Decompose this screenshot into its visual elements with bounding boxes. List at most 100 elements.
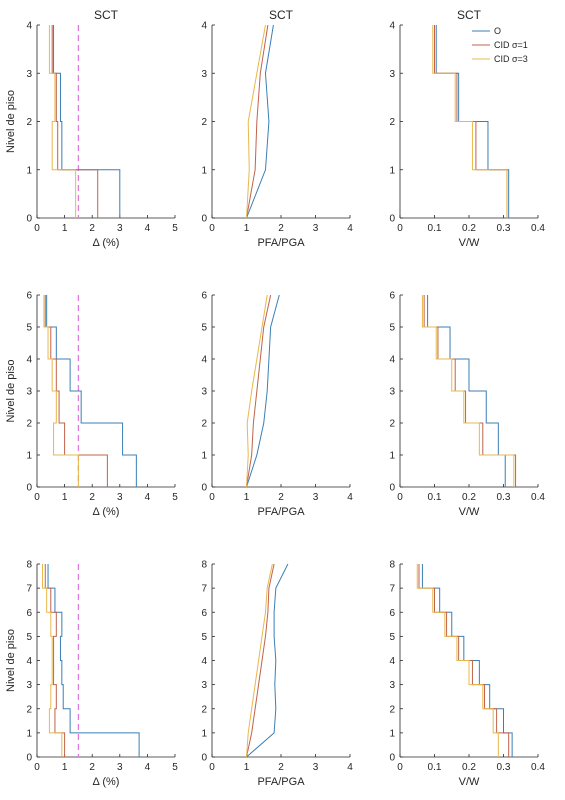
x-tick-label: 1 bbox=[62, 223, 68, 234]
series-cid-3-line bbox=[246, 24, 266, 219]
y-axis-label: Nivel de piso bbox=[5, 90, 17, 153]
y-tick-label: 1 bbox=[26, 165, 32, 176]
x-tick-label: 0 bbox=[397, 762, 403, 773]
legend-label-o: O bbox=[494, 26, 501, 36]
series-o-line bbox=[47, 564, 140, 757]
y-tick-label: 0 bbox=[201, 214, 207, 225]
y-tick-label: 4 bbox=[201, 21, 207, 32]
x-tick-label: 0 bbox=[209, 223, 215, 234]
y-tick-label: 4 bbox=[26, 21, 32, 32]
y-tick-label: 4 bbox=[201, 656, 207, 667]
y-tick-label: 0 bbox=[201, 753, 207, 764]
x-tick-label: 0.4 bbox=[531, 492, 545, 503]
x-tick-label: 5 bbox=[172, 762, 178, 773]
x-tick-label: 2 bbox=[89, 762, 95, 773]
x-axis-label: PFA/PGA bbox=[257, 237, 305, 249]
y-tick-label: 5 bbox=[26, 632, 32, 643]
x-tick-label: 0 bbox=[209, 492, 215, 503]
x-tick-label: 5 bbox=[172, 492, 178, 503]
series-o-line bbox=[246, 563, 289, 758]
y-tick-label: 1 bbox=[201, 451, 207, 462]
x-tick-label: 4 bbox=[347, 223, 353, 234]
x-tick-label: 2 bbox=[89, 492, 95, 503]
x-tick-label: 0.2 bbox=[462, 492, 476, 503]
y-tick-label: 3 bbox=[201, 680, 207, 691]
x-tick-label: 1 bbox=[62, 762, 68, 773]
x-tick-label: 0 bbox=[34, 223, 40, 234]
x-tick-label: 1 bbox=[244, 762, 250, 773]
y-tick-label: 0 bbox=[26, 483, 32, 494]
x-tick-label: 2 bbox=[89, 223, 95, 234]
x-axis-label: V/W bbox=[459, 237, 480, 249]
y-tick-label: 4 bbox=[389, 656, 395, 667]
y-tick-label: 6 bbox=[389, 291, 395, 302]
x-tick-label: 0 bbox=[34, 492, 40, 503]
subplot-r2-c0: 0 1 2 3 4 5 0 1 2 3 4 5 6 7 8 Δ (%) Nivel de piso bbox=[5, 560, 178, 789]
y-tick-label: 2 bbox=[201, 117, 207, 128]
x-tick-label: 0.3 bbox=[497, 762, 511, 773]
x-tick-label: 3 bbox=[117, 492, 123, 503]
y-tick-label: 3 bbox=[201, 387, 207, 398]
x-tick-label: 3 bbox=[117, 223, 123, 234]
x-tick-label: 4 bbox=[347, 492, 353, 503]
x-tick-label: 0 bbox=[397, 492, 403, 503]
x-axis-label: PFA/PGA bbox=[257, 776, 305, 788]
series-cid-3-line bbox=[421, 295, 515, 487]
x-tick-label: 0.1 bbox=[428, 762, 442, 773]
y-tick-label: 0 bbox=[26, 214, 32, 225]
series-o-line bbox=[246, 24, 274, 219]
y-tick-label: 6 bbox=[201, 608, 207, 619]
y-tick-label: 7 bbox=[26, 584, 32, 595]
legend-label-cid1: CID σ=1 bbox=[494, 40, 528, 50]
y-tick-label: 3 bbox=[389, 387, 395, 398]
y-tick-label: 4 bbox=[389, 355, 395, 366]
y-tick-label: 0 bbox=[26, 753, 32, 764]
y-tick-label: 4 bbox=[26, 656, 32, 667]
y-tick-label: 1 bbox=[389, 165, 395, 176]
series-cid-1-line bbox=[44, 564, 66, 757]
plot-title: SCT bbox=[94, 8, 119, 22]
y-tick-label: 0 bbox=[389, 483, 395, 494]
y-tick-label: 8 bbox=[201, 560, 207, 571]
subplot-r2-c2: 0 0.1 0.2 0.3 0.4 0 1 2 3 4 5 6 7 8 V/W bbox=[389, 560, 545, 789]
y-tick-label: 6 bbox=[26, 608, 32, 619]
subplot-r0-c0: 0 1 2 3 4 5 0 1 2 3 4 SCT Δ (%) Nivel de piso bbox=[5, 8, 178, 249]
y-tick-label: 8 bbox=[26, 560, 32, 571]
y-tick-label: 2 bbox=[201, 419, 207, 430]
series-cid-3-line bbox=[246, 294, 268, 488]
y-tick-label: 3 bbox=[389, 69, 395, 80]
x-tick-label: 3 bbox=[313, 492, 319, 503]
y-tick-label: 0 bbox=[389, 753, 395, 764]
y-tick-label: 0 bbox=[389, 214, 395, 225]
y-tick-label: 2 bbox=[389, 419, 395, 430]
series-cid-3-line bbox=[432, 25, 508, 218]
x-tick-label: 0.1 bbox=[428, 492, 442, 503]
plot-title: SCT bbox=[269, 8, 294, 22]
x-tick-label: 1 bbox=[62, 492, 68, 503]
y-tick-label: 1 bbox=[201, 728, 207, 739]
series-o-line bbox=[46, 295, 137, 487]
x-axis-label: PFA/PGA bbox=[257, 506, 305, 518]
x-tick-label: 0.2 bbox=[462, 762, 476, 773]
y-axis-label: Nivel de piso bbox=[5, 629, 17, 692]
y-tick-label: 5 bbox=[389, 632, 395, 643]
y-tick-label: 6 bbox=[389, 608, 395, 619]
x-tick-label: 4 bbox=[145, 223, 151, 234]
series-cid-1-line bbox=[246, 24, 269, 219]
y-tick-label: 2 bbox=[26, 117, 32, 128]
y-tick-label: 1 bbox=[389, 728, 395, 739]
subplot-r2-c1: 0 1 2 3 4 0 1 2 3 4 5 6 7 8 PFA/PGA bbox=[201, 560, 353, 789]
y-tick-label: 5 bbox=[389, 323, 395, 334]
x-tick-label: 2 bbox=[278, 492, 284, 503]
y-tick-label: 3 bbox=[389, 680, 395, 691]
x-tick-label: 2 bbox=[278, 223, 284, 234]
y-tick-label: 2 bbox=[389, 704, 395, 715]
series-cid-3-line bbox=[48, 25, 77, 218]
x-tick-label: 0.1 bbox=[428, 223, 442, 234]
x-tick-label: 3 bbox=[117, 762, 123, 773]
y-tick-label: 5 bbox=[26, 323, 32, 334]
y-tick-label: 8 bbox=[389, 560, 395, 571]
y-tick-label: 3 bbox=[201, 69, 207, 80]
series-cid-3-line bbox=[43, 295, 79, 487]
series-o-line bbox=[246, 294, 280, 488]
